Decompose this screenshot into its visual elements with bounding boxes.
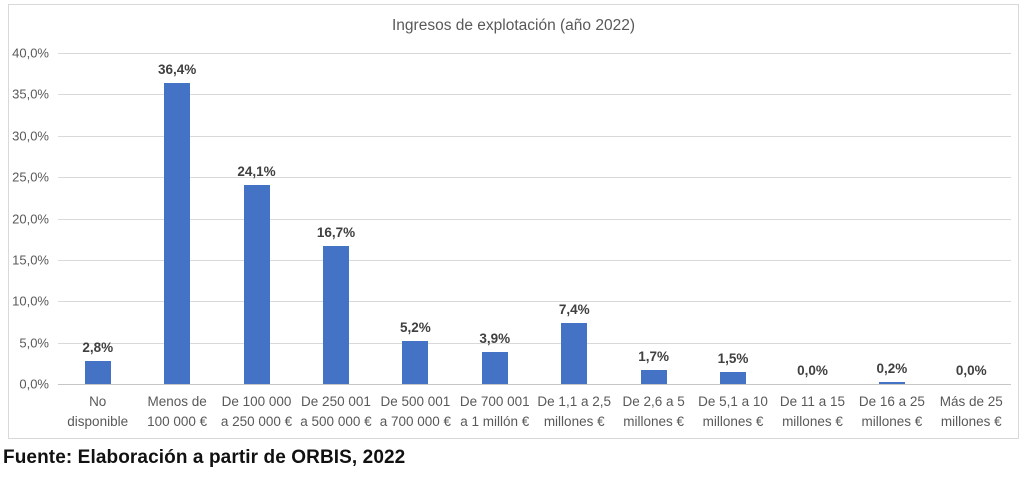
y-tick-label: 25,0% bbox=[12, 169, 49, 185]
y-gridline bbox=[58, 53, 1011, 54]
x-category-label-line: millones € bbox=[543, 414, 605, 429]
x-category-label-line: De 16 a 25 bbox=[858, 394, 925, 409]
x-category-label-line: De 700 001 bbox=[459, 394, 530, 409]
x-category-label-line: a 500 000 € bbox=[300, 414, 372, 429]
y-tick-label: 30,0% bbox=[12, 128, 49, 144]
y-gridline bbox=[58, 301, 1011, 303]
chart-title: Ingresos de explotación (año 2022) bbox=[392, 17, 635, 34]
x-category-label-line: De 5,1 a 10 bbox=[698, 394, 768, 409]
y-tick-label: 35,0% bbox=[12, 86, 49, 102]
bar-value-label: 24,1% bbox=[237, 163, 276, 179]
x-category-label: De 250 001 a 500 000 € bbox=[296, 392, 375, 432]
x-category-label: Menos de 100 000 € bbox=[137, 392, 216, 432]
x-category-label: De 11 a 15 millones € bbox=[773, 392, 852, 432]
bar-value-label: 3,9% bbox=[479, 330, 511, 346]
y-tick-label: 10,0% bbox=[12, 293, 49, 309]
bar-value-label: 16,7% bbox=[316, 224, 356, 240]
y-tick-label: 0,0% bbox=[19, 376, 49, 392]
x-category-label-line: No bbox=[89, 394, 107, 409]
y-gridline bbox=[58, 342, 1011, 344]
bar bbox=[402, 340, 429, 384]
bar bbox=[322, 245, 349, 384]
bar-value-label: 0,0% bbox=[955, 363, 987, 378]
x-category-label-line: a 1 millón € bbox=[460, 414, 530, 429]
x-category-label-line: Menos de bbox=[147, 394, 207, 409]
x-category-label: De 700 001 a 1 millón € bbox=[455, 392, 534, 432]
x-category-label: De 2,6 a 5 millones € bbox=[614, 392, 693, 432]
y-gridline bbox=[58, 177, 1011, 179]
y-tick-label: 20,0% bbox=[12, 211, 49, 226]
x-category-label-line: millones € bbox=[623, 414, 684, 429]
bar bbox=[878, 382, 905, 384]
x-category-label: De 5,1 a 10 millones € bbox=[693, 392, 772, 432]
y-gridline bbox=[58, 94, 1011, 96]
x-category-label: De 16 a 25 millones € bbox=[852, 392, 931, 432]
bar-value-label: 36,4% bbox=[157, 61, 197, 77]
y-tick-label: 40,0% bbox=[12, 45, 49, 61]
x-category-label-line: De 100 000 bbox=[221, 394, 292, 409]
bar bbox=[243, 184, 270, 384]
x-category-label: De 500 001 a 700 000 € bbox=[376, 392, 455, 432]
bar-value-label: 7,4% bbox=[558, 301, 590, 317]
source-note: Fuente: Elaboración a partir de ORBIS, 2… bbox=[3, 447, 406, 468]
x-category-label-line: a 250 000 € bbox=[220, 414, 293, 429]
bar bbox=[720, 371, 747, 384]
x-category-label-line: De 11 a 15 bbox=[779, 394, 845, 409]
y-gridline bbox=[58, 259, 1011, 261]
x-category-label: No disponible bbox=[58, 392, 137, 432]
plot-area: 0,0% 5,0% 10,0% 15,0% 20,0% 25,0% 30,0% 35,0% 40… bbox=[12, 46, 1011, 429]
x-category-label-line: De 500 001 bbox=[380, 394, 451, 409]
y-tick-label: 15,0% bbox=[12, 252, 49, 268]
bar bbox=[164, 82, 191, 384]
chart-frame: Ingresos de explotación (año 2022) 0,0% 5… bbox=[8, 4, 1019, 439]
y-tick-label: 5,0% bbox=[19, 335, 49, 351]
x-category-label-line: Más de 25 bbox=[939, 394, 1003, 409]
x-category-label-line: De 2,6 a 5 bbox=[622, 394, 685, 409]
x-category-label-line: a 700 000 € bbox=[379, 414, 452, 429]
bar bbox=[561, 322, 588, 384]
y-gridline bbox=[58, 135, 1011, 137]
x-category-label-line: De 1,1 a 2,5 bbox=[537, 394, 611, 409]
x-category-label-line: millones € bbox=[782, 414, 843, 429]
bar-value-label: 0,0% bbox=[797, 363, 828, 378]
bar-value-label: 1,5% bbox=[717, 350, 749, 366]
bar bbox=[481, 351, 508, 384]
x-category-label-line: disponible bbox=[67, 414, 129, 429]
x-category-label-line: De 250 001 bbox=[301, 394, 371, 409]
bar bbox=[640, 369, 667, 384]
x-category-label-line: millones € bbox=[861, 414, 923, 429]
x-category-label-line: 100 000 € bbox=[147, 414, 208, 429]
x-category-label: Más de 25 millones € bbox=[932, 392, 1011, 432]
bar-value-label: 5,2% bbox=[399, 319, 431, 335]
bar-value-label: 2,8% bbox=[82, 339, 114, 355]
x-axis-line bbox=[58, 384, 1011, 385]
y-gridline bbox=[58, 218, 1011, 220]
bar bbox=[84, 360, 111, 384]
bar-value-label: 0,2% bbox=[876, 361, 908, 377]
x-category-label-line: millones € bbox=[940, 414, 1002, 429]
x-category-label-line: millones € bbox=[702, 414, 764, 429]
x-category-label: De 1,1 a 2,5 millones € bbox=[535, 392, 614, 432]
x-category-label: De 100 000 a 250 000 € bbox=[217, 392, 296, 432]
bar-value-label: 1,7% bbox=[638, 348, 670, 364]
